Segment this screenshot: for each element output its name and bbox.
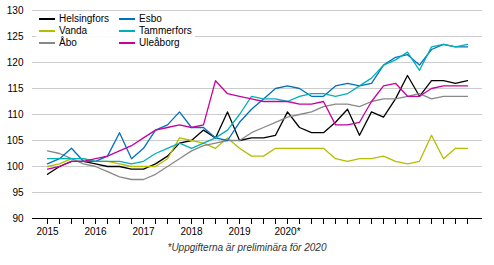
html-text:Åbo: Åbo (59, 37, 77, 48)
html-text:Tammerfors: Tammerfors (139, 25, 192, 36)
html-text:Esbo: Esbo (139, 13, 162, 24)
svg-text:90: 90 (12, 213, 24, 224)
svg-text:120: 120 (7, 57, 24, 68)
svg-text:2018: 2018 (180, 226, 203, 237)
html-text:*Uppgifterna är preliminära fö: *Uppgifterna är preliminära för 2020 (167, 242, 327, 253)
svg-text:2017: 2017 (132, 226, 155, 237)
svg-text:100: 100 (7, 161, 24, 172)
svg-text:95: 95 (12, 187, 24, 198)
html-text:Vanda: Vanda (59, 25, 88, 36)
svg-text:125: 125 (7, 31, 24, 42)
html-text:Helsingfors: Helsingfors (59, 13, 109, 24)
svg-text:130: 130 (7, 5, 24, 16)
svg-text:2020*: 2020* (274, 226, 300, 237)
html-text:Uleåborg: Uleåborg (139, 37, 180, 48)
svg-text:110: 110 (8, 109, 24, 120)
svg-text:105: 105 (7, 135, 24, 146)
svg-text:2016: 2016 (84, 226, 107, 237)
svg-text:2015: 2015 (36, 226, 59, 237)
svg-text:2019: 2019 (228, 226, 251, 237)
svg-text:115: 115 (8, 83, 24, 94)
